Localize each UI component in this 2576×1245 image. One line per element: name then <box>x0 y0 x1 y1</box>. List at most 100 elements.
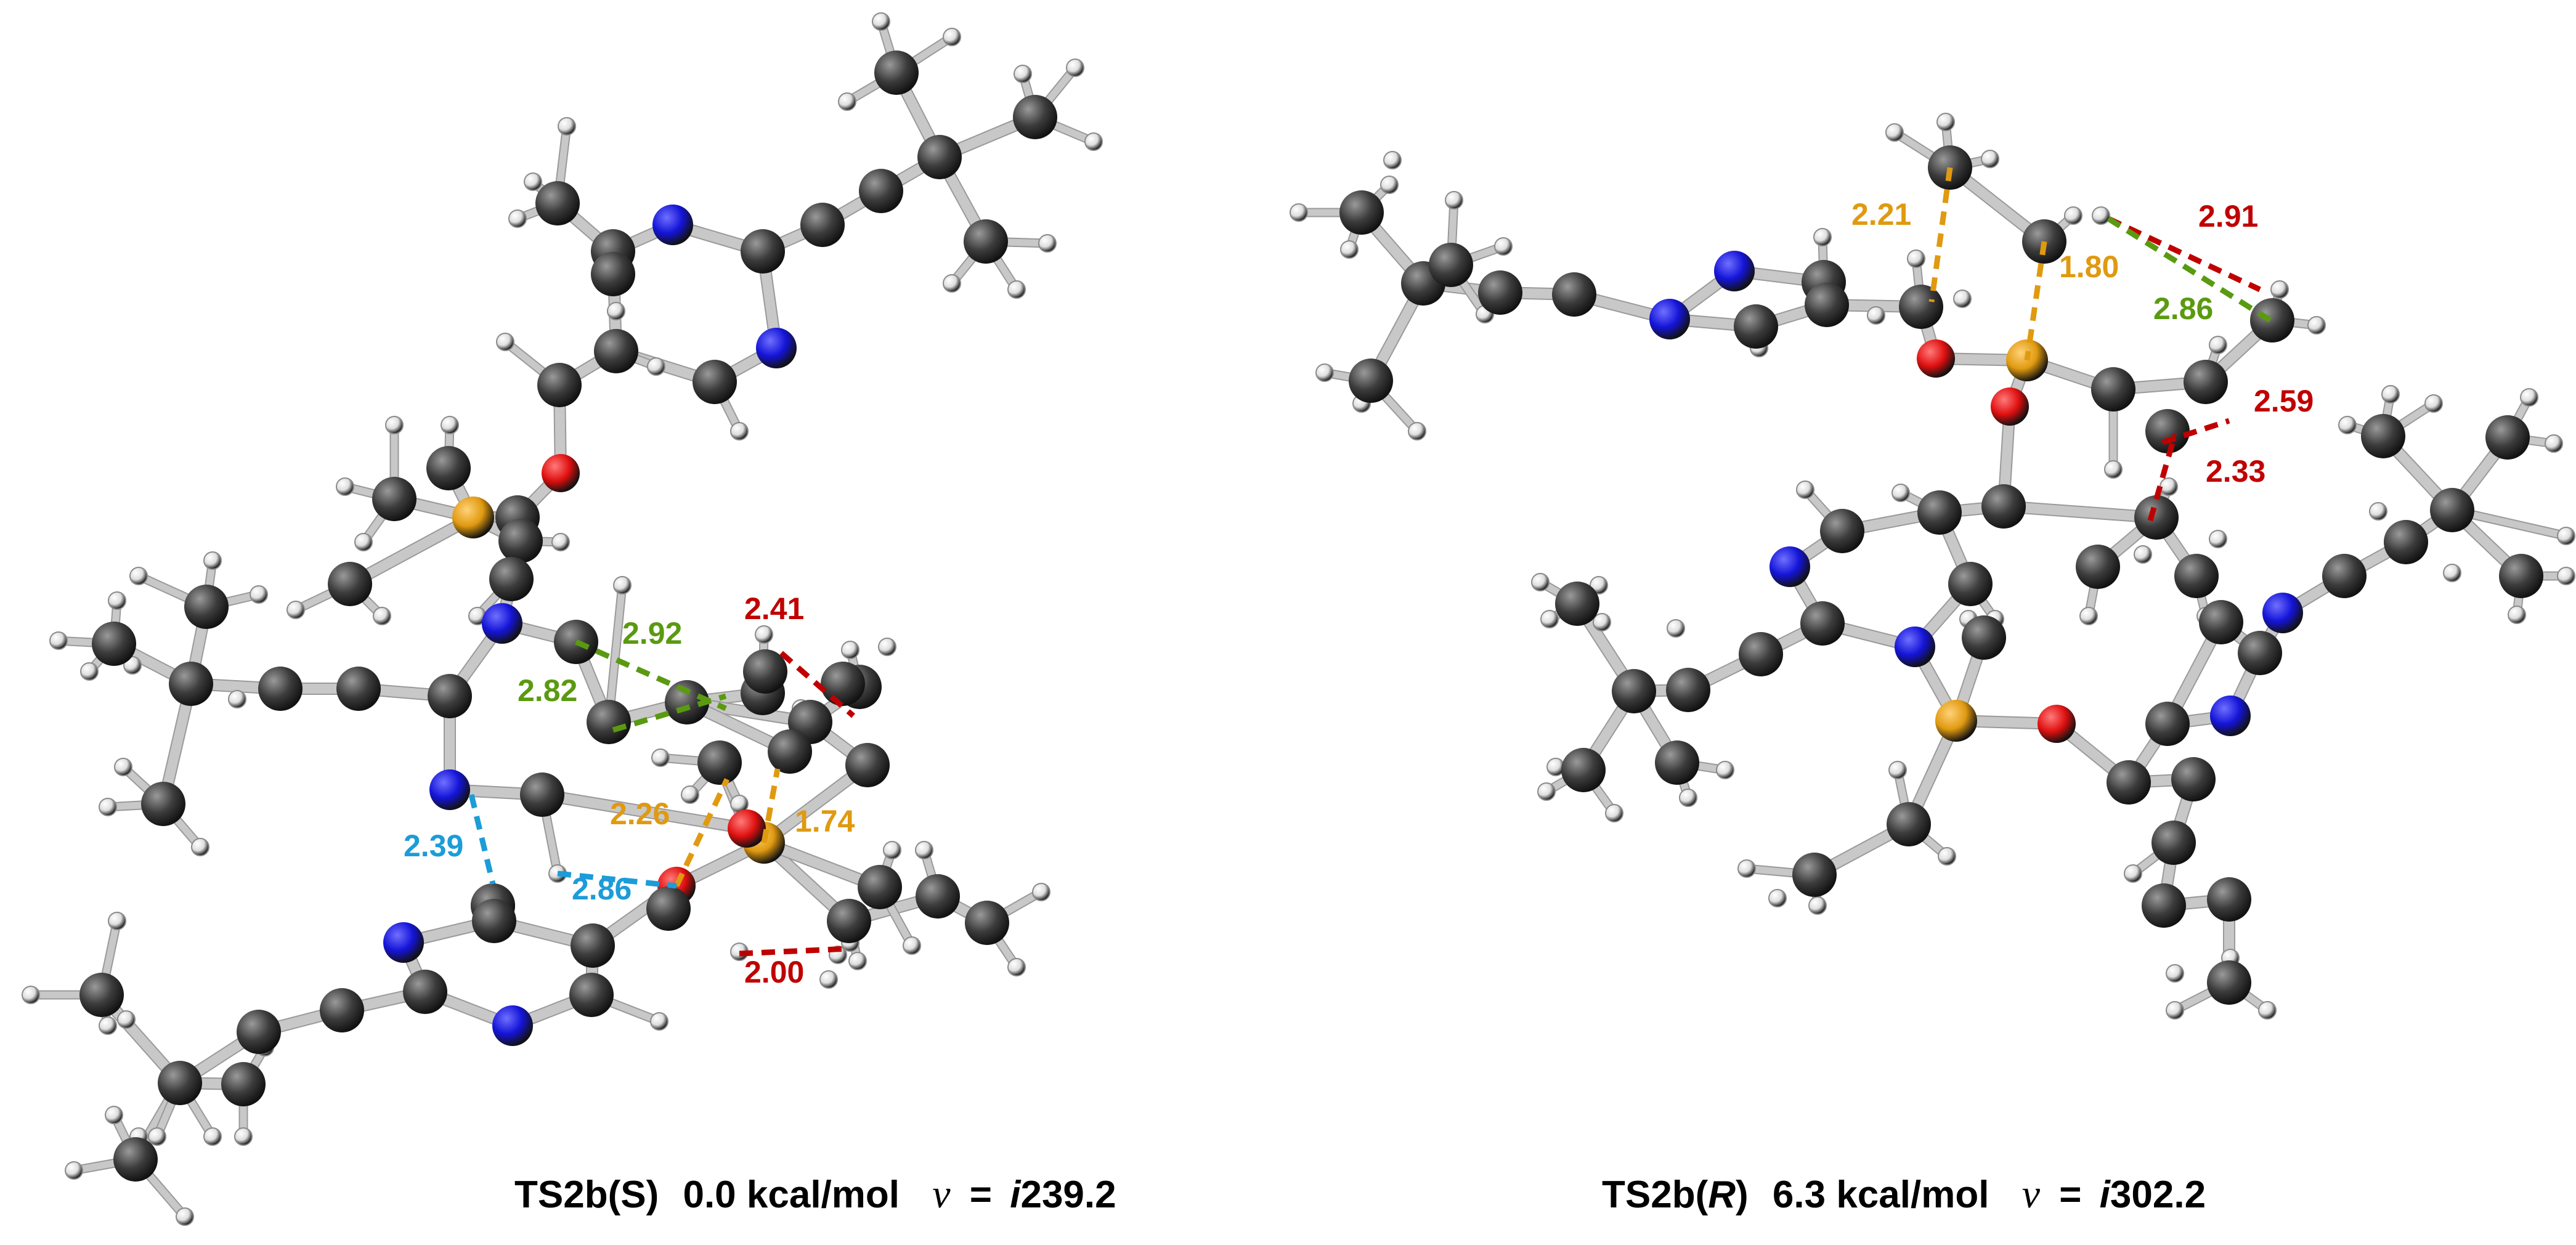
hydrogen-atom <box>108 591 126 610</box>
hydrogen-atom <box>2270 280 2289 299</box>
hydrogen-atom <box>872 12 890 31</box>
carbon-atom <box>2430 488 2474 532</box>
carbon-atom <box>158 1061 202 1105</box>
caption-ts2b-s-freq: 239.2 <box>1020 1174 1116 1216</box>
hydrogen-atom <box>1938 847 1956 866</box>
carbon-atom <box>859 169 903 213</box>
bond <box>537 790 752 833</box>
hydrogen-atom <box>2307 316 2326 335</box>
carbon-atom <box>2384 520 2428 564</box>
distance-labels: 2.92 2.82 2.41 2.26 1.74 2.39 2.86 2.00 2.21 1.80… <box>404 167 2314 989</box>
carbon-atom <box>1429 243 1473 287</box>
hydrogen-atom <box>1408 422 1426 440</box>
carbon-atom <box>141 782 185 826</box>
hydrogen-atom <box>250 585 268 604</box>
carbon-atom <box>221 1062 266 1106</box>
hydrogen-atom <box>2443 564 2461 582</box>
oxygen-atom <box>728 809 766 848</box>
hydrogen-atom <box>203 1127 222 1146</box>
hydrogen-atom <box>681 785 699 804</box>
carbon-atom <box>1734 304 1778 349</box>
carbon-atom <box>1917 490 1962 535</box>
hydrogen-atom <box>1445 191 1463 209</box>
ts2b-r-molecule <box>1290 113 2575 1020</box>
hydrogen-atom <box>2079 607 2098 625</box>
ts2b-s-dashed-contact-2.86 <box>557 870 677 889</box>
caption-ts2b-r-nu: ν <box>2022 1172 2041 1217</box>
ts2b-r-distance-label: 2.91 <box>2198 199 2258 233</box>
hydrogen-atom <box>848 952 867 970</box>
carbon-atom <box>428 674 472 718</box>
hydrogen-atom <box>2104 460 2123 479</box>
hydrogen-atom <box>2134 545 2152 564</box>
nitrogen-atom <box>1714 251 1755 291</box>
nitrogen-atom <box>429 769 470 810</box>
hydrogen-atom <box>2258 1001 2277 1020</box>
hydrogen-atom <box>878 638 896 656</box>
ts2b-r-distance-label: 2.59 <box>2254 384 2314 418</box>
hydrogen-atom <box>2557 527 2575 545</box>
carbon-atom <box>917 135 962 179</box>
hydrogen-atom <box>1679 789 1697 807</box>
ts2b-r-distance-label: 2.21 <box>1851 197 1911 232</box>
caption-ts2b-s: TS2b(S) 0.0 kcal/mol ν = i239.2 <box>514 1172 1116 1217</box>
carbon-atom <box>800 203 845 247</box>
ts2b-s-distance-label: 2.41 <box>744 591 804 626</box>
carbon-atom <box>2134 495 2179 540</box>
ts2b-r-distance-label: 2.33 <box>2206 454 2265 489</box>
ts2b-s-distance-label: 2.26 <box>610 797 670 831</box>
hydrogen-atom <box>1494 237 1513 256</box>
carbon-atom <box>965 901 1009 945</box>
carbon-atom <box>2076 545 2120 589</box>
bond <box>345 513 478 589</box>
hydrogen-atom <box>613 576 632 594</box>
hydrogen-atom <box>2338 416 2357 434</box>
ts2b-s-molecule <box>22 12 1103 1226</box>
carbon-atom <box>372 477 416 521</box>
carbon-atom <box>2322 554 2367 598</box>
hydrogen-atom <box>838 92 856 111</box>
carbon-atom <box>2199 600 2243 644</box>
carbon-atom <box>858 865 902 909</box>
carbon-atom <box>520 773 564 817</box>
ts2b-r-dashed-contact-1.80 <box>2024 241 2047 361</box>
carbon-atom <box>113 1137 158 1182</box>
oxygen-atom <box>542 454 580 492</box>
hydrogen-atom <box>2557 567 2575 585</box>
hydrogen-atom <box>1007 280 1026 299</box>
hydrogen-atom <box>1867 306 1885 325</box>
oxygen-atom <box>2038 705 2076 743</box>
hydrogen-atom <box>373 607 391 625</box>
carbon-atom <box>741 229 785 274</box>
caption-ts2b-s-name: TS2b(S) <box>514 1174 659 1216</box>
carbon-atom <box>1962 615 2006 660</box>
carbon-atom <box>821 662 865 706</box>
carbon-atom <box>2107 760 2151 805</box>
hydrogen-atom <box>1813 228 1832 246</box>
ts2b-r-distance-label: 2.86 <box>2153 291 2213 326</box>
nitrogen-atom <box>756 328 797 368</box>
hydrogen-atom <box>1808 896 1827 915</box>
ts2b-s-dashed-contact-2.26 <box>673 778 730 887</box>
ts2b-s-dashed-contact-1.74 <box>761 768 781 843</box>
ts2b-r-dashed-contact-2.59 <box>2161 418 2230 445</box>
carbon-atom <box>916 874 960 919</box>
ts2b-s-distance-label: 2.82 <box>518 673 577 708</box>
hydrogen-atom <box>2424 394 2443 413</box>
carbon-atom <box>1981 484 2026 529</box>
carbon-atom <box>1349 359 1393 403</box>
carbon-atom <box>2145 409 2190 453</box>
hydrogen-atom <box>647 357 665 376</box>
nitrogen-atom <box>2262 593 2303 633</box>
ts2b-s-distance-label: 2.92 <box>622 616 682 651</box>
hydrogen-atom <box>1531 573 1550 591</box>
hydrogen-atom <box>234 1127 253 1146</box>
carbon-atom <box>336 667 381 711</box>
hydrogen-atom <box>1907 249 1925 268</box>
carbon-atom <box>697 740 742 785</box>
ts2b-r-dashed-contact-2.91 <box>2107 216 2261 293</box>
hydrogen-atom <box>524 172 542 191</box>
hydrogen-atom <box>117 1010 136 1029</box>
hydrogen-atom <box>1290 203 1308 222</box>
hydrogen-atom <box>755 625 773 644</box>
